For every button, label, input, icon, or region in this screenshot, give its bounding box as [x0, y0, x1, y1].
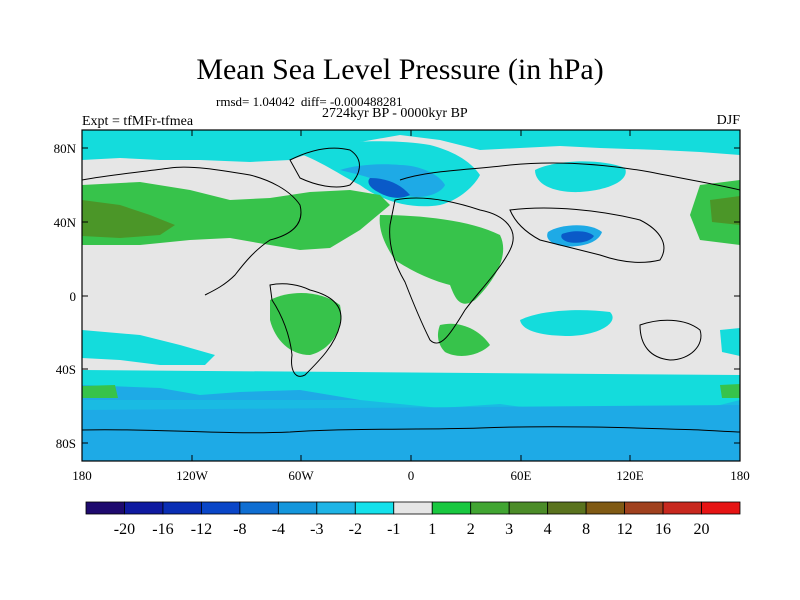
- y-tick-label: 40N: [54, 215, 77, 230]
- colorbar: -20 -16 -12 -8 -4 -3 -2 -1 1 2 3 4 8 12 16 20: [85, 501, 741, 538]
- colorbar-label: 3: [505, 521, 513, 538]
- x-tick-label: 120E: [616, 468, 644, 483]
- colorbar-swatch: [508, 501, 549, 515]
- y-tick-label: 80S: [56, 436, 76, 451]
- positive-anomaly-areas: [82, 180, 740, 398]
- colorbar-swatch: [316, 501, 356, 515]
- x-axis: 180 120W 60W 0 60E 120E 180: [72, 130, 750, 483]
- negative-anomaly-areas: [82, 130, 740, 461]
- colorbar-swatch: [585, 501, 625, 515]
- y-tick-label: 40S: [56, 362, 76, 377]
- colorbar-label: -1: [387, 521, 400, 538]
- colorbar-label: 16: [655, 521, 671, 538]
- y-tick-label: 80N: [54, 141, 77, 156]
- colorbar-label: 2: [467, 521, 475, 538]
- y-tick-label: 0: [70, 289, 77, 304]
- x-tick-label: 180: [730, 468, 750, 483]
- colorbar-label: -2: [349, 521, 362, 538]
- colorbar-swatch: [624, 501, 664, 515]
- x-tick-label: 60E: [511, 468, 532, 483]
- colorbar-swatch: [277, 501, 318, 515]
- colorbar-label: 8: [582, 521, 590, 538]
- colorbar-label: 12: [617, 521, 633, 538]
- x-tick-label: 0: [408, 468, 415, 483]
- colorbar-label: 20: [694, 521, 710, 538]
- colorbar-swatch: [662, 501, 702, 515]
- colorbar-swatch: [431, 501, 472, 515]
- colorbar-label: -12: [191, 521, 212, 538]
- colorbar-swatch: [701, 501, 741, 515]
- map-title: Mean Sea Level Pressure (in hPa): [196, 53, 604, 86]
- x-tick-label: 180: [72, 468, 92, 483]
- colorbar-label: -8: [233, 521, 246, 538]
- x-tick-label: 60W: [288, 468, 314, 483]
- colorbar-swatch: [393, 501, 433, 515]
- colorbar-swatch: [239, 501, 279, 515]
- y-axis: 80N 40N 0 40S 80S: [54, 141, 740, 451]
- colorbar-swatch: [470, 501, 510, 515]
- experiment-label: Expt = tfMFr-tfmea: [82, 114, 194, 129]
- colorbar-swatch: [354, 501, 395, 515]
- statistics-line: rmsd= 1.04042 diff= -0.000488281: [216, 95, 403, 109]
- colorbar-swatch: [162, 501, 202, 515]
- colorbar-label: 4: [544, 521, 552, 538]
- colorbar-swatch: [85, 501, 125, 515]
- colorbar-label: -4: [272, 521, 285, 538]
- colorbar-label: 1: [428, 521, 436, 538]
- rmsd-value: rmsd= 1.04042: [216, 94, 295, 109]
- map-plot-area: [82, 130, 740, 461]
- season-label: DJF: [716, 113, 740, 128]
- colorbar-swatch: [201, 501, 241, 515]
- colorbar-label: -3: [310, 521, 323, 538]
- colorbar-swatch: [124, 501, 164, 515]
- colorbar-swatch: [547, 501, 587, 515]
- continent-outlines: [82, 147, 740, 434]
- x-tick-label: 120W: [176, 468, 209, 483]
- colorbar-label: -16: [152, 521, 173, 538]
- diff-value: diff= -0.000488281: [300, 94, 403, 109]
- period-label: 2724kyr BP - 0000kyr BP: [322, 106, 468, 121]
- colorbar-label: -20: [114, 521, 135, 538]
